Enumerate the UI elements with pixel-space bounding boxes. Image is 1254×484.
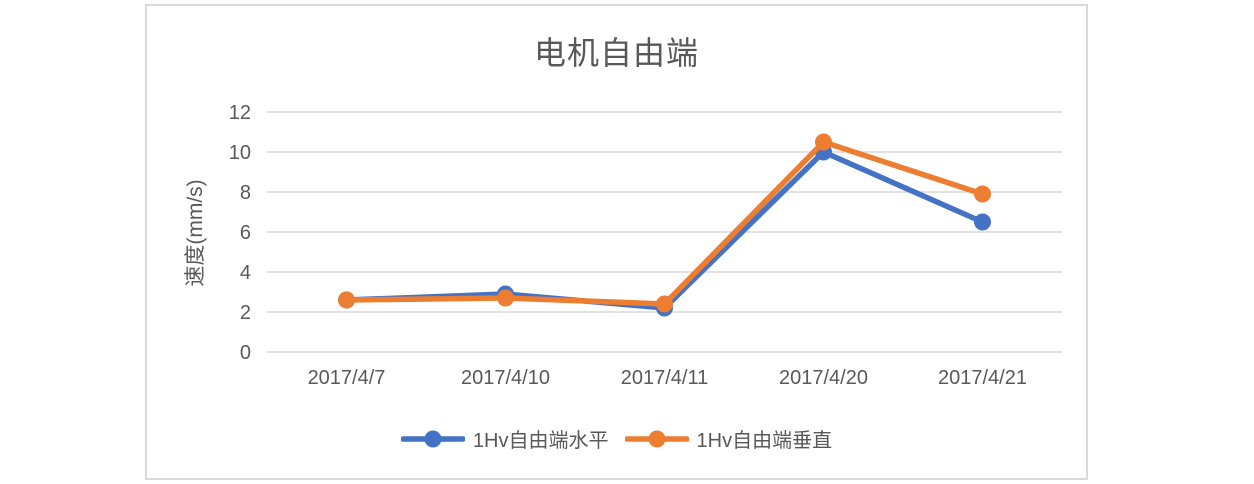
y-tick-label: 0	[240, 342, 251, 364]
x-tick-label: 2017/4/21	[938, 367, 1027, 389]
y-axis-title: 速度(mm/s)	[184, 179, 207, 287]
y-tick-label: 6	[240, 222, 251, 244]
legend-item: 1Hv自由端水平	[400, 424, 609, 453]
y-tick-label: 8	[240, 182, 251, 204]
legend-item: 1Hv自由端垂直	[624, 424, 833, 453]
data-point-marker	[815, 133, 832, 151]
y-tick-label: 4	[240, 262, 251, 284]
data-point-marker	[656, 295, 673, 313]
series-line	[343, 149, 986, 311]
data-point-marker	[974, 185, 991, 203]
data-point-marker	[497, 289, 514, 307]
x-tick-label: 2017/4/7	[308, 367, 386, 389]
legend-line-marker-icon	[624, 430, 689, 447]
legend-line-marker-icon	[400, 430, 465, 447]
y-tick-label: 12	[229, 102, 251, 124]
legend: 1Hv自由端水平 1Hv自由端垂直	[147, 424, 1086, 453]
y-tick-label: 10	[229, 142, 251, 164]
series-line	[343, 139, 986, 307]
chart-title: 电机自由端	[533, 35, 699, 71]
x-tick-label: 2017/4/20	[779, 367, 868, 389]
legend-label: 1Hv自由端水平	[472, 430, 609, 452]
legend-label: 1Hv自由端垂直	[696, 430, 833, 452]
x-tick-label: 2017/4/10	[461, 367, 550, 389]
data-point-marker	[974, 213, 991, 231]
x-tick-label: 2017/4/11	[621, 367, 709, 389]
data-point-marker	[338, 291, 355, 309]
y-tick-label: 2	[240, 302, 251, 324]
plot-area: 0 2 4 6 8 10 12 2017/4/7 2017/4/10 2017/4/11 2017/…	[229, 102, 1062, 389]
chart-frame[interactable]: 电机自由端 0 2 4 6 8 10 12 2017/4/7 2017/4/10 2017/4/1…	[145, 4, 1088, 480]
